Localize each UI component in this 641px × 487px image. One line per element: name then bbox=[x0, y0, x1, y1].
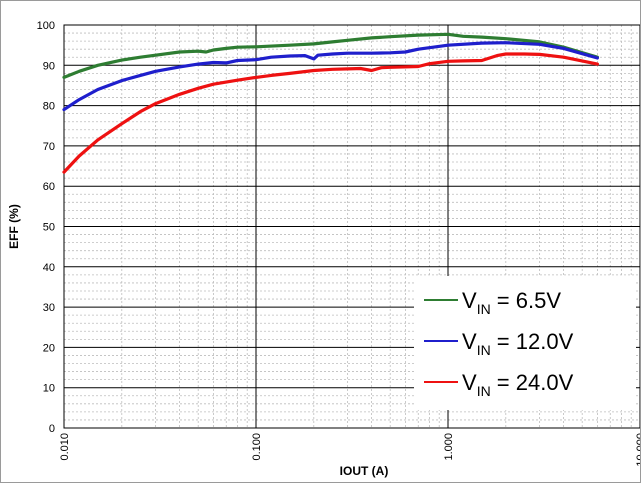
y-tick-labels: 0 10 20 30 40 50 60 70 80 90 100 bbox=[37, 20, 55, 435]
series-line-1 bbox=[62, 32, 600, 80]
x-tick-label: 1.000 bbox=[443, 433, 455, 461]
y-tick-label: 10 bbox=[43, 383, 55, 395]
legend-label-2: VIN = 12.0V bbox=[462, 329, 574, 358]
legend-box bbox=[414, 276, 636, 410]
x-axis-title: IOUT (A) bbox=[340, 464, 389, 478]
y-axis-title: EFF (%) bbox=[7, 204, 21, 249]
series-layer bbox=[62, 32, 600, 174]
x-tick-label: 10.000 bbox=[635, 433, 640, 467]
x-tick-label: 0.010 bbox=[59, 433, 71, 461]
y-tick-label: 20 bbox=[43, 342, 55, 354]
legend: VIN = 6.5V VIN = 12.0V VIN = 24.0V bbox=[414, 276, 636, 410]
y-tick-label: 90 bbox=[43, 60, 55, 72]
x-tick-labels: 0.010 0.100 1.000 10.000 bbox=[59, 433, 641, 467]
y-tick-label: 0 bbox=[49, 423, 55, 435]
y-tick-label: 100 bbox=[37, 20, 55, 32]
series-line-2 bbox=[62, 41, 600, 112]
legend-label-3: VIN = 24.0V bbox=[462, 370, 574, 399]
legend-label-1: VIN = 6.5V bbox=[462, 288, 561, 317]
y-tick-label: 80 bbox=[43, 101, 55, 113]
y-tick-label: 50 bbox=[43, 222, 55, 234]
series-line-3 bbox=[62, 52, 600, 174]
major-gridlines bbox=[64, 25, 640, 428]
y-tick-label: 40 bbox=[43, 262, 55, 274]
x-tick-label: 0.100 bbox=[251, 433, 263, 461]
y-tick-label: 70 bbox=[43, 141, 55, 153]
y-tick-label: 30 bbox=[43, 302, 55, 314]
y-tick-label: 60 bbox=[43, 181, 55, 193]
